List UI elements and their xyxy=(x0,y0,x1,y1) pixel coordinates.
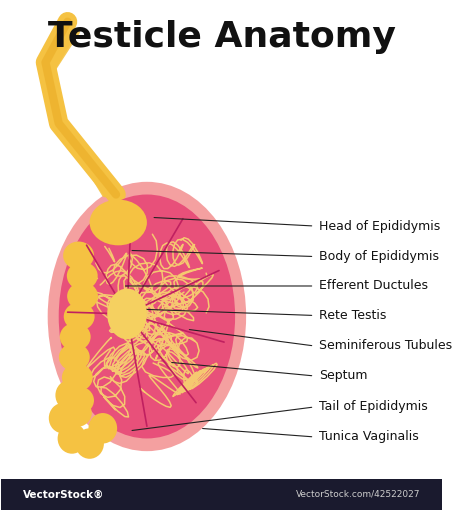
Text: Body of Epididymis: Body of Epididymis xyxy=(319,250,439,263)
Ellipse shape xyxy=(48,182,246,451)
Ellipse shape xyxy=(63,242,94,269)
Ellipse shape xyxy=(62,363,93,391)
Text: Tunica Vaginalis: Tunica Vaginalis xyxy=(319,430,419,444)
Text: VectorStock.com/42522027: VectorStock.com/42522027 xyxy=(296,490,420,499)
Ellipse shape xyxy=(59,195,235,438)
Ellipse shape xyxy=(67,282,98,310)
Text: Rete Testis: Rete Testis xyxy=(319,309,386,322)
Ellipse shape xyxy=(67,262,98,290)
Ellipse shape xyxy=(90,200,147,245)
Bar xyxy=(1,479,442,509)
Ellipse shape xyxy=(107,289,147,339)
Ellipse shape xyxy=(75,428,104,459)
Text: VectorStock®: VectorStock® xyxy=(23,490,105,499)
Text: Testicle Anatomy: Testicle Anatomy xyxy=(48,20,396,54)
Text: Head of Epididymis: Head of Epididymis xyxy=(319,220,440,233)
Text: Septum: Septum xyxy=(319,369,367,382)
Ellipse shape xyxy=(61,399,92,427)
Ellipse shape xyxy=(63,386,94,414)
Ellipse shape xyxy=(59,343,90,371)
Ellipse shape xyxy=(49,403,77,433)
Ellipse shape xyxy=(58,423,86,454)
Text: Efferent Ductules: Efferent Ductules xyxy=(319,280,428,292)
Text: Tail of Epididymis: Tail of Epididymis xyxy=(319,401,428,413)
Ellipse shape xyxy=(60,323,91,351)
Ellipse shape xyxy=(64,303,95,331)
Ellipse shape xyxy=(55,380,84,410)
Text: Seminiferous Tubules: Seminiferous Tubules xyxy=(319,339,452,353)
Ellipse shape xyxy=(89,413,117,444)
